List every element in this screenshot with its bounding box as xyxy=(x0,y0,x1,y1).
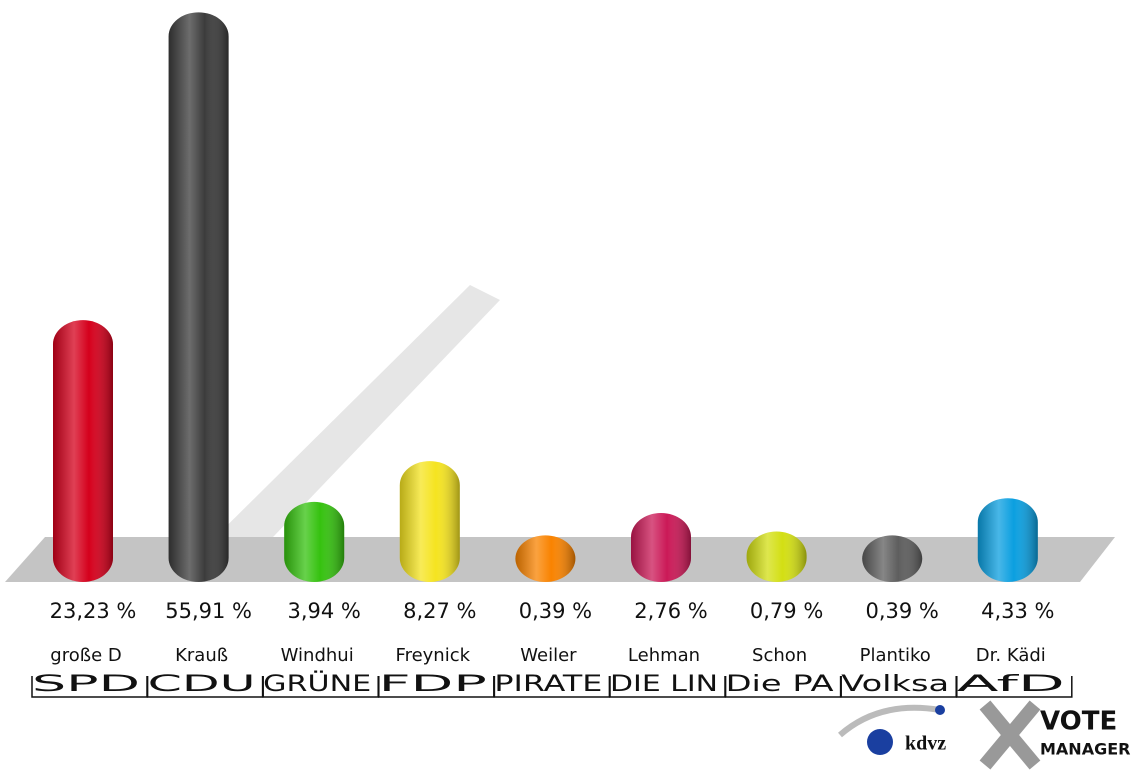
candidate-label: Lehman xyxy=(628,645,700,666)
logo-ball xyxy=(867,729,893,755)
party-label: AfD xyxy=(957,672,1065,697)
candidate-label: Schon xyxy=(752,645,807,666)
bar-shine xyxy=(399,461,460,582)
party-label: Volksa xyxy=(841,672,949,697)
party-label: GRÜNE xyxy=(263,671,371,697)
party-label: FDP xyxy=(379,672,487,697)
candidate-label: große D xyxy=(50,645,121,666)
bar-shine xyxy=(862,535,923,582)
logo-text: kdvz xyxy=(905,733,946,755)
bar-shine xyxy=(168,12,229,582)
candidate-label: Freynick xyxy=(396,645,471,666)
party-label: CDU xyxy=(148,672,256,697)
value-label: 8,27 % xyxy=(403,599,476,623)
candidate-label: Windhui xyxy=(281,645,354,666)
party-label: SPD xyxy=(32,672,140,697)
bar-shine xyxy=(977,498,1038,582)
candidate-label: Krauß xyxy=(175,645,228,666)
bracket xyxy=(956,676,1073,698)
bar-shine xyxy=(746,531,807,582)
logo-dot xyxy=(935,705,945,715)
logo: kdvz VOTE MANAGER xyxy=(838,700,1130,770)
party-label: PIRATE xyxy=(494,672,602,697)
logo-text: VOTE xyxy=(1040,707,1117,737)
value-label: 4,33 % xyxy=(981,599,1054,623)
value-label: 55,91 % xyxy=(165,599,252,623)
bar-shine xyxy=(631,513,691,582)
value-label: 0,39 % xyxy=(519,599,592,623)
value-label: 0,39 % xyxy=(866,599,939,623)
candidate-label: Weiler xyxy=(520,645,577,666)
bar-shine xyxy=(53,320,113,582)
logo-text: MANAGER xyxy=(1040,740,1130,759)
value-label: 3,94 % xyxy=(288,599,361,623)
candidate-label: Plantiko xyxy=(860,645,931,666)
party-label: DIE LIN xyxy=(610,672,718,697)
value-label: 2,76 % xyxy=(634,599,707,623)
bar-shine xyxy=(284,501,345,582)
candidate-label: Dr. Kädi xyxy=(976,645,1046,666)
value-label: 0,79 % xyxy=(750,599,823,623)
party-label: Die PA xyxy=(726,672,834,697)
shadow xyxy=(170,285,500,582)
value-label: 23,23 % xyxy=(50,599,137,623)
bar-shine xyxy=(515,535,576,582)
